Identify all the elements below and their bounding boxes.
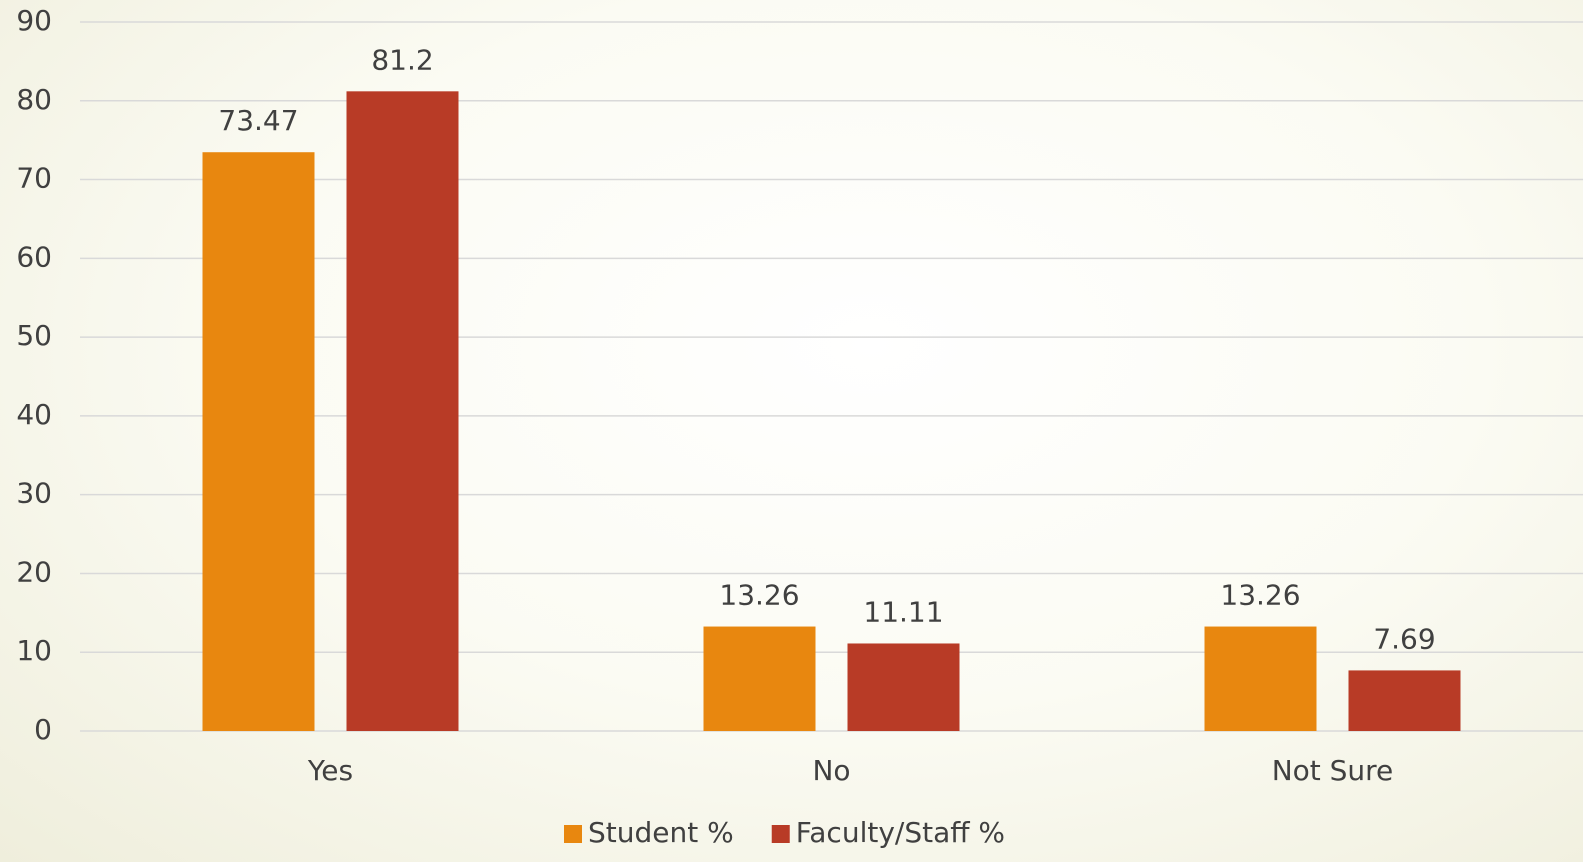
y-tick-label: 30 xyxy=(16,477,52,510)
y-tick-label: 0 xyxy=(34,713,52,746)
data-label: 13.26 xyxy=(719,579,799,612)
data-label: 7.69 xyxy=(1373,622,1435,655)
data-label: 73.47 xyxy=(218,104,298,137)
bar xyxy=(346,91,459,731)
bar xyxy=(847,643,960,731)
legend-swatch xyxy=(564,825,582,843)
x-tick-label: Not Sure xyxy=(1272,754,1394,787)
legend-label: Faculty/Staff % xyxy=(796,816,1005,849)
data-label: 81.2 xyxy=(371,43,433,76)
bar xyxy=(1348,670,1461,731)
y-tick-label: 60 xyxy=(16,240,52,273)
x-tick-label: Yes xyxy=(307,754,353,787)
y-tick-label: 50 xyxy=(16,319,52,352)
y-tick-label: 10 xyxy=(16,634,52,667)
y-tick-label: 70 xyxy=(16,162,52,195)
y-tick-label: 90 xyxy=(16,4,52,37)
bar xyxy=(202,152,315,731)
bar xyxy=(1204,626,1317,731)
legend-swatch xyxy=(771,825,790,843)
data-label: 13.26 xyxy=(1220,579,1300,612)
y-tick-label: 40 xyxy=(16,398,52,431)
y-tick-label: 20 xyxy=(16,555,52,588)
bar xyxy=(703,626,816,731)
legend-label: Student % xyxy=(588,816,734,849)
y-tick-label: 80 xyxy=(16,83,52,116)
data-label: 11.11 xyxy=(863,595,943,628)
x-tick-label: No xyxy=(812,754,850,787)
